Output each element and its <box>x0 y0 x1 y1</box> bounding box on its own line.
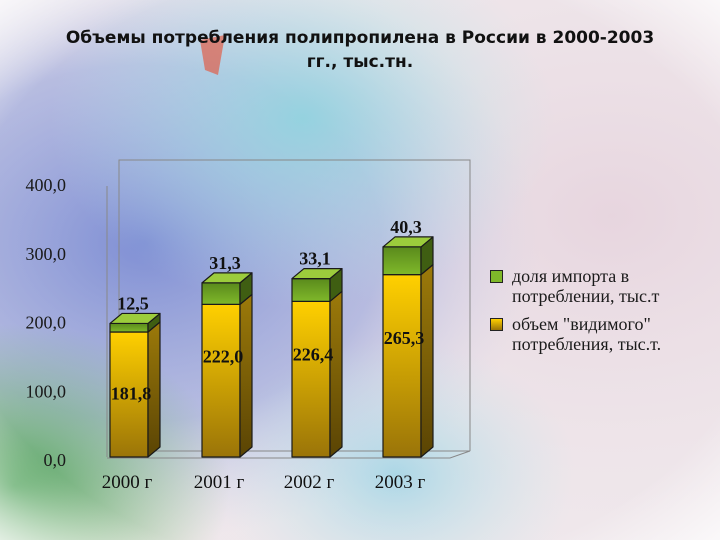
bar-import-front <box>201 282 241 305</box>
bar-import-front <box>291 277 331 302</box>
x-tick-label: 2000 г <box>102 472 153 493</box>
legend-item-volume: объем "видимого" потребления, тыс.т. <box>490 314 690 354</box>
legend-swatch-volume <box>490 318 503 331</box>
y-tick-label: 100,0 <box>26 381 67 401</box>
y-tick-label: 200,0 <box>26 313 67 333</box>
data-label-volume: 222,0 <box>203 346 244 366</box>
bar-group-2002г: 33,1 226,4 <box>291 249 343 458</box>
legend-swatch-import <box>490 270 503 283</box>
bar-volume-front <box>201 303 241 458</box>
chart-title: Объемы потребления полипропилена в Росси… <box>0 26 720 74</box>
x-tick-label: 2001 г <box>194 472 245 493</box>
data-label-volume: 265,3 <box>384 328 425 348</box>
bar-group-2000г: 12,5 181,8 <box>109 293 161 458</box>
data-label-import: 31,3 <box>209 253 241 273</box>
bar-import-front <box>382 246 422 276</box>
bar-volume-side <box>420 264 434 458</box>
chart-title-line2: гг., тыс.тн. <box>306 52 414 72</box>
bar-top <box>291 267 343 280</box>
legend-label-import: доля импорта в потреблении, тыс.т <box>512 266 660 306</box>
bar-group-2003г: 40,3 265,3 <box>382 217 434 458</box>
bar-top <box>201 272 253 284</box>
bar-volume-side <box>239 293 253 458</box>
chart-title-line1: Объемы потребления полипропилена в Росси… <box>65 28 655 48</box>
legend-label-volume: объем "видимого" потребления, тыс.т. <box>512 314 662 354</box>
plot-back-wall <box>118 159 471 451</box>
bar-volume-front <box>291 300 331 458</box>
bar-top <box>382 236 434 248</box>
x-tick-label: 2002 г <box>284 472 335 493</box>
bar-volume-front <box>382 274 422 458</box>
data-label-import: 33,1 <box>299 249 331 269</box>
y-tick-label: 400,0 <box>26 175 67 195</box>
legend-item-import: доля импорта в потреблении, тыс.т <box>490 266 690 306</box>
data-label-volume: 181,8 <box>111 384 152 404</box>
bar-top <box>109 312 161 325</box>
x-tick-label: 2003 г <box>375 472 426 493</box>
bar-import-front <box>109 322 149 333</box>
data-label-volume: 226,4 <box>293 344 334 364</box>
y-tick-label: 300,0 <box>26 244 67 264</box>
legend: доля импорта в потреблении, тыс.т объем … <box>490 266 690 362</box>
y-tick-label: 0,0 <box>44 450 67 470</box>
bar-group-2001г: 31,3 222,0 <box>201 253 253 458</box>
bar-volume-side <box>329 290 343 458</box>
data-label-import: 40,3 <box>390 217 422 237</box>
data-label-import: 12,5 <box>117 293 149 313</box>
